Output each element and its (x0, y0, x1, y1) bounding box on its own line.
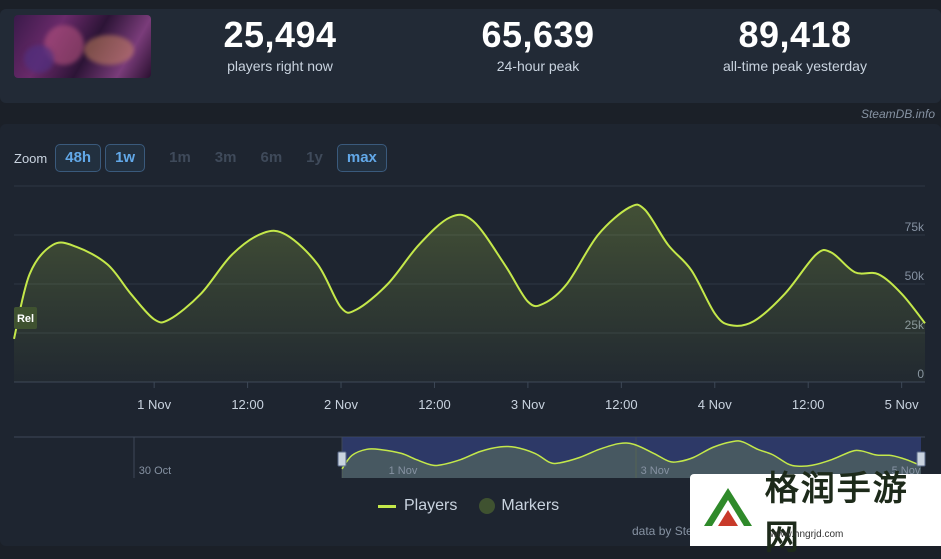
zoom-controls: Zoom 48h 1w 1m 3m 6m 1y max (14, 144, 391, 172)
zoom-48h-button[interactable]: 48h (55, 144, 102, 172)
all-time-peak-value: 89,418 (738, 14, 852, 55)
game-thumbnail[interactable] (14, 15, 151, 78)
watermark-url: www.hngrjd.com (770, 529, 844, 540)
site-watermark: 格润手游网 (690, 469, 941, 558)
y-tick-label: 50k (905, 269, 925, 283)
zoom-1w-button[interactable]: 1w (105, 144, 146, 172)
x-tick-label: 5 Nov (885, 397, 919, 412)
peak-24h-label: 24-hour peak (496, 58, 580, 74)
x-tick-label: 3 Nov (511, 397, 545, 412)
navigator-label: 30 Oct (139, 465, 171, 477)
x-tick-label: 2 Nov (324, 397, 358, 412)
stats-bar (0, 9, 941, 103)
players-series-line (13, 203, 926, 340)
x-tick-label: 12:00 (792, 397, 825, 412)
x-tick-label: 12:00 (605, 397, 638, 412)
x-tick-label: 12:00 (418, 397, 451, 412)
peak-24h-value: 65,639 (481, 14, 595, 55)
watermark-text: 格润手游网 (764, 469, 909, 558)
players-now-value: 25,494 (223, 14, 337, 55)
chart-legend: Players Markers (378, 497, 559, 515)
zoom-1m-button[interactable]: 1m (169, 149, 191, 166)
zoom-1y-button[interactable]: 1y (306, 149, 323, 166)
legend-markers[interactable]: Markers (501, 497, 560, 514)
navigator-line (341, 440, 922, 470)
zoom-label: Zoom (14, 150, 48, 166)
release-marker (14, 307, 37, 329)
zoom-3m-button[interactable]: 3m (214, 149, 237, 166)
navigator-handle[interactable] (916, 451, 926, 467)
navigator-handle[interactable] (337, 451, 347, 467)
x-tick-label: 4 Nov (698, 397, 732, 412)
stat-players-now: 25,494 players right now (160, 14, 400, 75)
all-time-peak-label: all-time peak yesterday (723, 58, 867, 74)
steamdb-credit[interactable]: SteamDB.info (860, 107, 935, 121)
release-marker-label: Rel (17, 313, 34, 325)
navigator-label: 3 Nov (641, 465, 670, 477)
markers-legend-swatch (479, 498, 496, 514)
zoom-6m-button[interactable]: 6m (260, 149, 283, 166)
x-tick-label: 12:00 (231, 397, 264, 412)
stat-all-time-peak: 89,418 all-time peak yesterday (675, 14, 915, 75)
stat-24h-peak: 65,639 24-hour peak (418, 14, 658, 75)
watermark-logo-icon (698, 480, 757, 540)
zoom-max-button[interactable]: max (336, 144, 387, 172)
data-credit[interactable]: data by Ste (632, 524, 693, 538)
legend-players[interactable]: Players (404, 497, 458, 514)
y-tick-label: 75k (905, 220, 925, 234)
players-now-label: players right now (227, 58, 333, 74)
players-area (14, 204, 925, 382)
x-tick-label: 1 Nov (137, 397, 171, 412)
players-legend-swatch (378, 504, 396, 508)
navigator-label: 1 Nov (389, 465, 418, 477)
